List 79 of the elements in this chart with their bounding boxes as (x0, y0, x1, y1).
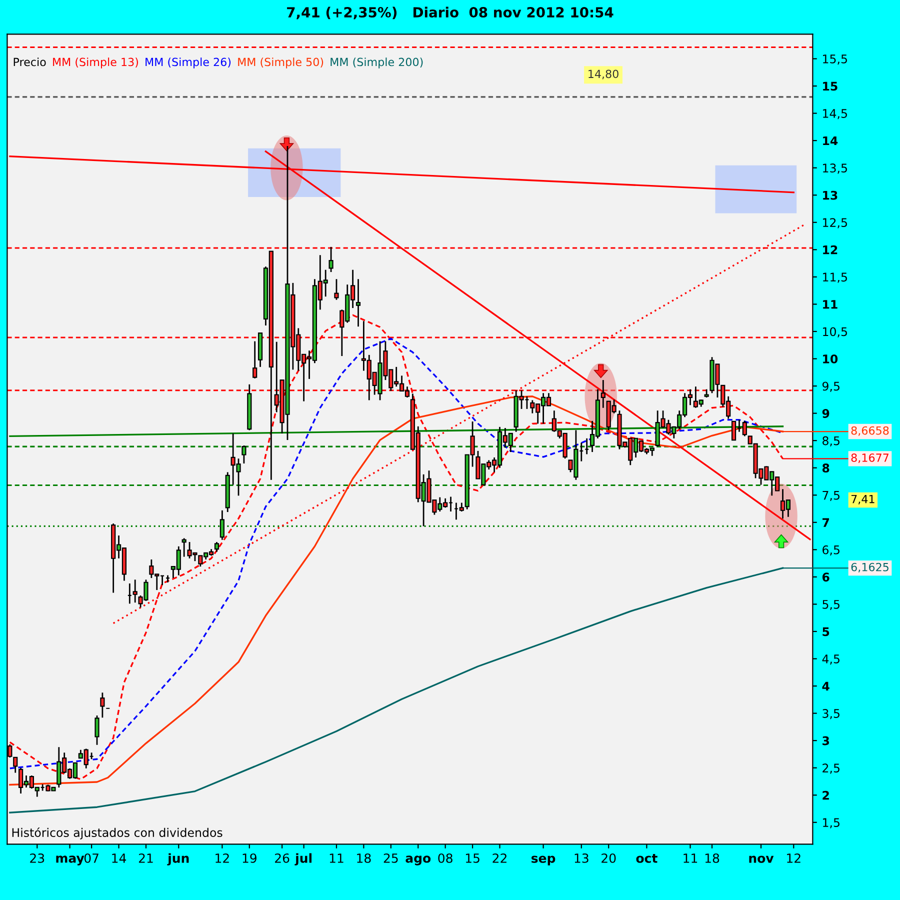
x-tick-label: may (56, 856, 84, 866)
x-tick-label: 11 (684, 854, 698, 863)
y-tick-label: 2,5 (822, 764, 840, 774)
x-tick-label: 18 (705, 853, 720, 863)
y-tick-label: 10 (823, 354, 838, 364)
y-tick-label: 15 (823, 82, 838, 91)
text: Precio (14, 58, 46, 66)
x-tick-label: jul (294, 853, 312, 866)
candlestick (356, 278, 361, 328)
x-tick-label: 12 (216, 853, 229, 863)
x-tick-label: 12 (787, 853, 800, 863)
annotation: Históricos ajustados con dividendos (12, 827, 222, 840)
x-tick-label: 14 (112, 854, 126, 863)
y-tick-label: 10,5 (823, 327, 847, 338)
y-tick-label: 11,5 (823, 272, 847, 283)
x-tick-label: nov (749, 856, 774, 863)
y-tick-label: 9 (822, 409, 830, 418)
data-label: 8,6658 (851, 426, 889, 436)
candlestick (100, 692, 105, 718)
x-tick-label: 22 (492, 853, 506, 863)
y-tick-label: 7 (822, 518, 830, 527)
candlestick (94, 714, 100, 746)
x-tick-label: 26 (275, 853, 290, 863)
y-tick-label: 3,5 (822, 709, 840, 720)
y-tick-label: 8 (822, 464, 830, 472)
text: 7,41 (851, 494, 874, 504)
y-tick-label: 11 (823, 300, 838, 309)
x-tick-label: 11 (330, 854, 344, 863)
x-tick-label: 19 (242, 853, 256, 863)
x-tick-label: ago (406, 856, 431, 866)
y-tick-label: 9,5 (822, 382, 840, 392)
y-tick-label: 4 (822, 682, 830, 691)
y-tick-label: 8,5 (822, 436, 840, 446)
y-tick-label: 13,5 (823, 164, 847, 174)
chart-title: 7,41 (+2,35%) Diario 08 nov 2012 10:54 (287, 6, 614, 20)
y-tick-label: 3 (822, 736, 830, 746)
candlestick (328, 246, 334, 273)
y-tick-label: 5,5 (822, 600, 840, 610)
y-tick-label: 7,5 (822, 490, 840, 501)
x-tick-label: jun (167, 853, 189, 866)
x-tick-label: 13 (574, 853, 588, 863)
candlestick (334, 278, 339, 301)
text: MM (Simple 50) (238, 58, 324, 68)
y-tick-label: 2 (822, 790, 829, 800)
y-tick-label: 15,5 (823, 54, 847, 65)
y-tick-label: 12,5 (823, 218, 847, 228)
text: MM (Simple 26) (146, 58, 231, 68)
candlestick (132, 578, 138, 604)
x-tick-label: 20 (602, 853, 616, 863)
candlestick (182, 538, 186, 558)
x-tick-label: 15 (466, 854, 480, 863)
y-tick-label: 14,5 (823, 109, 847, 120)
y-tick-label: 5 (822, 627, 830, 636)
y-tick-label: 6,5 (822, 545, 840, 556)
x-tick-label: 25 (384, 853, 398, 863)
candlestick (252, 340, 258, 380)
x-tick-label: 07 (84, 853, 98, 863)
data-label: 8,1677 (851, 454, 888, 464)
x-tick-label: sep (532, 856, 556, 866)
candlestick (214, 541, 220, 553)
y-tick-label: 14 (823, 136, 838, 146)
candlestick (220, 510, 224, 541)
text: MM (Simple 13) (53, 58, 138, 68)
y-tick-label: 6 (822, 572, 830, 582)
y-tick-label: 4,5 (822, 654, 840, 665)
x-tick-label: 21 (138, 853, 153, 863)
ref-line-label: 14,80 (588, 70, 618, 80)
y-tick-label: 13 (823, 190, 838, 200)
candlestick (242, 444, 246, 464)
data-label: 6,1625 (851, 562, 888, 572)
y-tick-label: 1,5 (823, 818, 840, 828)
x-tick-label: 08 (438, 853, 452, 863)
text: MM (Simple 200) (330, 58, 423, 68)
x-tick-label: 23 (30, 853, 44, 863)
candlestick (600, 379, 606, 409)
candlestick (13, 756, 18, 774)
x-tick-label: oct (636, 854, 658, 863)
y-tick-label: 12 (823, 245, 838, 254)
x-tick-label: 18 (357, 853, 371, 863)
